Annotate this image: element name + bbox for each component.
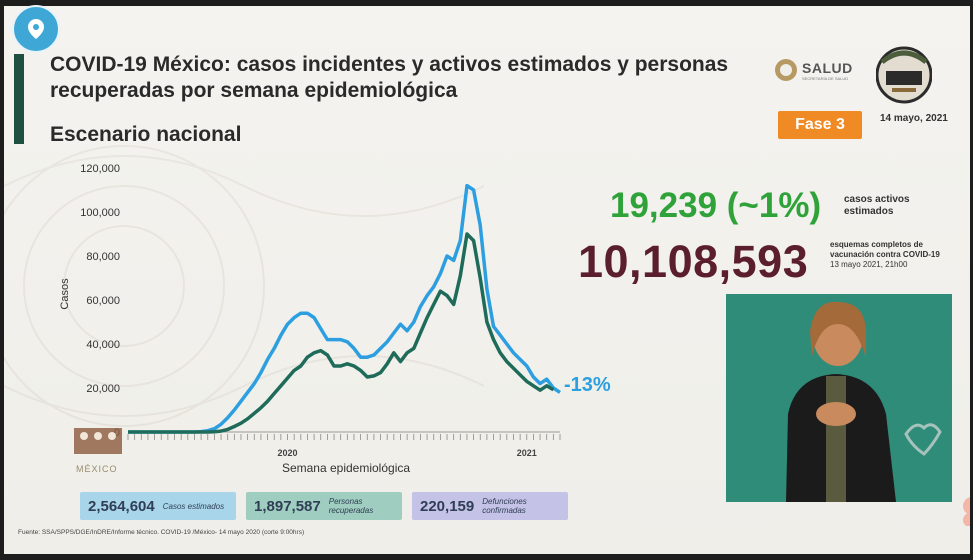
stat-deaths-label: Defunciones confirmadas: [482, 497, 527, 515]
x-axis-label: Semana epidemiológica: [282, 461, 410, 475]
x-year-label: 2020: [277, 448, 297, 458]
active-cases-value: 19,239 (~1%): [610, 186, 822, 225]
heart-icon: [963, 497, 970, 526]
stat-recovered: 1,897,587 Personas recuperadas: [246, 492, 402, 520]
vaccination-value: 10,108,593: [578, 236, 809, 287]
page-title: COVID-19 México: casos incidentes y acti…: [50, 53, 729, 102]
stat-deaths-value: 220,159: [420, 497, 475, 515]
mexico-logo-icon: [74, 428, 122, 454]
salud-subtext: SECRETARÍA DE SALUD: [802, 75, 849, 81]
sign-language-interpreter: [726, 294, 952, 502]
stat-recovered-label: Personas recuperadas: [328, 497, 374, 515]
chart-lines: [128, 183, 561, 434]
location-pin-icon: [28, 19, 44, 39]
page-subtitle: Escenario nacional: [50, 123, 242, 146]
y-axis-label: Casos: [59, 278, 71, 310]
chart: 020,00040,00060,00080,000100,000120,000 …: [59, 163, 611, 475]
interpreter-figure: [726, 294, 952, 502]
eagle-emblem-icon: [775, 59, 797, 81]
series-line-active: [128, 232, 555, 434]
y-tick-label: 40,000: [86, 339, 120, 351]
stat-estimated-cases: 2,564,604 Casos estimados: [80, 492, 236, 520]
y-tick-label: 60,000: [86, 295, 120, 307]
stat-deaths: 220,159 Defunciones confirmadas: [412, 492, 568, 520]
active-cases-label: casos activos estimados: [844, 194, 910, 217]
mexico-2021-logo: [876, 46, 932, 104]
y-tick-label: 20,000: [86, 383, 120, 395]
y-tick-label: 100,000: [80, 207, 120, 219]
source-footnote: Fuente: SSA/SPPS/DGE/InDRE/Informe técni…: [18, 529, 305, 536]
vaccination-label: esquemas completos de vacunación contra …: [830, 240, 960, 270]
x-ticks: 2020 2021: [127, 434, 561, 458]
mexico-logo-text: MÉXICO: [76, 464, 118, 474]
stat-estimated-cases-value: 2,564,604: [88, 497, 155, 515]
background-ornament: [4, 145, 485, 427]
vaccination-label-text: esquemas completos de vacunación contra …: [830, 240, 940, 259]
change-annotation: -13%: [564, 374, 611, 396]
stat-recovered-value: 1,897,587: [254, 497, 321, 515]
y-tick-label: 80,000: [86, 251, 120, 263]
series-line-incident: [128, 183, 561, 434]
salud-logo: SALUD SECRETARÍA DE SALUD: [774, 58, 853, 82]
fase-badge: Fase 3: [778, 111, 862, 139]
stat-estimated-cases-label: Casos estimados: [162, 501, 225, 511]
x-year-label: 2021: [517, 448, 537, 458]
y-tick-label: 120,000: [80, 163, 120, 175]
salud-text: SALUD: [802, 59, 853, 76]
accent-bar: [14, 54, 24, 144]
vaccination-date: 13 mayo 2021, 21h00: [830, 260, 908, 269]
report-date: 14 mayo, 2021: [880, 113, 948, 124]
slide: COVID-19 México: casos incidentes y acti…: [4, 6, 970, 554]
periscope-logo: [12, 5, 60, 53]
